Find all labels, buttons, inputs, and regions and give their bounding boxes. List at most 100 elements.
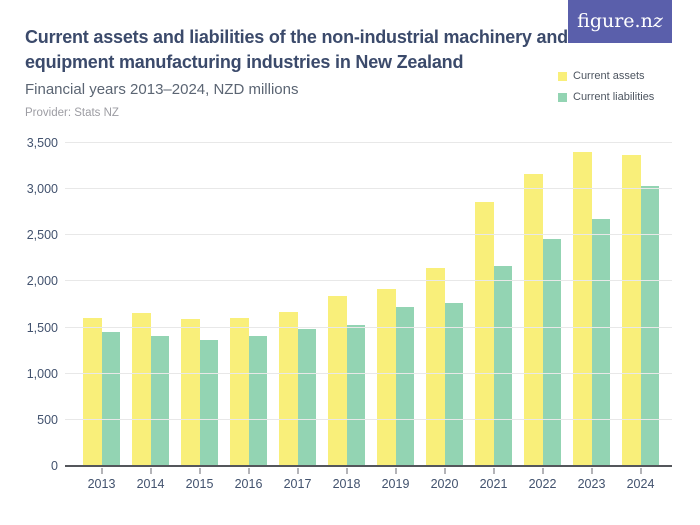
x-axis-cell: 2019 bbox=[377, 468, 414, 491]
assets-bar-2024 bbox=[622, 155, 641, 466]
x-axis-tick bbox=[149, 468, 152, 474]
y-axis-label: 1,000 bbox=[26, 366, 58, 381]
y-axis-label: 500 bbox=[37, 412, 58, 427]
liabilities-bar-2020 bbox=[444, 302, 463, 466]
bar-group-2015 bbox=[181, 319, 218, 466]
legend-label: Current liabilities bbox=[573, 91, 655, 103]
logo-text: figure.n bbox=[577, 10, 653, 32]
gridline bbox=[65, 234, 672, 236]
x-axis-cell: 2024 bbox=[622, 468, 659, 491]
legend-item: Current assets bbox=[558, 70, 654, 82]
x-axis-cell: 2014 bbox=[132, 468, 169, 491]
x-axis-tick bbox=[100, 468, 103, 474]
x-axis-label: 2021 bbox=[479, 477, 508, 491]
x-axis-cell: 2015 bbox=[181, 468, 218, 491]
assets-bar-2019 bbox=[377, 288, 396, 466]
assets-bar-2014 bbox=[132, 312, 151, 466]
x-axis-label: 2017 bbox=[283, 477, 312, 491]
liabilities-bar-2018 bbox=[346, 324, 365, 466]
x-axis-tick bbox=[639, 468, 642, 474]
bar-group-2022 bbox=[524, 174, 561, 466]
y-axis-label: 3,500 bbox=[26, 136, 58, 150]
x-axis-cell: 2013 bbox=[83, 468, 120, 491]
assets-bar-2018 bbox=[328, 296, 347, 466]
x-axis-cell: 2022 bbox=[524, 468, 561, 491]
legend-label: Current assets bbox=[573, 70, 645, 82]
x-axis-tick bbox=[247, 468, 250, 474]
assets-bar-2015 bbox=[181, 319, 200, 466]
gridline bbox=[65, 188, 672, 190]
y-axis-label: 0 bbox=[51, 459, 58, 473]
gridline bbox=[65, 142, 672, 143]
x-axis-label: 2016 bbox=[234, 477, 263, 491]
liabilities-bar-2017 bbox=[297, 328, 316, 466]
x-axis-cell: 2018 bbox=[328, 468, 365, 491]
x-axis-label: 2018 bbox=[332, 477, 361, 491]
assets-bar-2017 bbox=[279, 311, 298, 466]
liabilities-bar-2021 bbox=[493, 265, 512, 466]
bar-group-2014 bbox=[132, 312, 169, 466]
gridline bbox=[65, 280, 672, 282]
x-axis-tick bbox=[541, 468, 544, 474]
legend-item: Current liabilities bbox=[558, 91, 654, 103]
gridline bbox=[65, 372, 672, 374]
liabilities-bar-2015 bbox=[199, 339, 218, 466]
bar-group-2013 bbox=[83, 318, 120, 466]
assets-bar-2023 bbox=[573, 152, 592, 466]
x-axis-label: 2019 bbox=[381, 477, 410, 491]
assets-bar-2020 bbox=[426, 267, 445, 466]
gridline bbox=[65, 326, 672, 328]
x-axis-label: 2013 bbox=[87, 477, 116, 491]
x-axis-tick bbox=[296, 468, 299, 474]
legend-swatch-icon bbox=[558, 92, 567, 102]
x-axis-cell: 2020 bbox=[426, 468, 463, 491]
x-axis-line bbox=[65, 465, 672, 467]
assets-bar-2021 bbox=[475, 202, 494, 466]
x-axis-label: 2014 bbox=[136, 477, 165, 491]
x-axis-labels: 2013 2014 2015 2016 2017 2018 2019 2020 2021 2022… bbox=[83, 468, 659, 491]
bar-group-2016 bbox=[230, 318, 267, 466]
x-axis-label: 2022 bbox=[528, 477, 557, 491]
x-axis-tick bbox=[590, 468, 593, 474]
y-axis-label: 3,000 bbox=[26, 182, 58, 197]
x-axis-tick bbox=[492, 468, 495, 474]
x-axis-cell: 2023 bbox=[573, 468, 610, 491]
assets-bar-2022 bbox=[524, 174, 543, 466]
x-axis-tick bbox=[345, 468, 348, 474]
plot-area bbox=[65, 142, 672, 467]
x-axis-label: 2015 bbox=[185, 477, 214, 491]
x-axis-label: 2023 bbox=[577, 477, 606, 491]
provider-attribution: Provider: Stats NZ bbox=[25, 107, 119, 119]
liabilities-bar-2013 bbox=[101, 331, 120, 466]
assets-bar-2013 bbox=[83, 318, 102, 466]
legend-swatch-icon bbox=[558, 71, 567, 81]
gridline bbox=[65, 418, 672, 420]
bar-group-2021 bbox=[475, 202, 512, 466]
liabilities-bar-2023 bbox=[591, 218, 610, 466]
x-axis-cell: 2016 bbox=[230, 468, 267, 491]
chart-legend: Current assets Current liabilities bbox=[558, 70, 654, 112]
liabilities-bar-2022 bbox=[542, 239, 561, 466]
liabilities-bar-2014 bbox=[150, 335, 169, 466]
x-axis-cell: 2021 bbox=[475, 468, 512, 491]
chart-subtitle: Financial years 2013–2024, NZD millions bbox=[25, 81, 299, 98]
y-axis-label: 2,000 bbox=[26, 274, 58, 289]
page-title: Current assets and liabilities of the no… bbox=[25, 27, 568, 72]
x-axis-tick bbox=[443, 468, 446, 474]
bar-group-2019 bbox=[377, 288, 414, 466]
x-axis-label: 2024 bbox=[626, 477, 655, 491]
x-axis-cell: 2017 bbox=[279, 468, 316, 491]
bar-group-2020 bbox=[426, 267, 463, 466]
x-axis-tick bbox=[198, 468, 201, 474]
liabilities-bar-2024 bbox=[640, 185, 659, 466]
x-axis-tick bbox=[394, 468, 397, 474]
liabilities-bar-2019 bbox=[395, 307, 414, 466]
x-axis-label: 2020 bbox=[430, 477, 459, 491]
logo-text-swash: z bbox=[652, 10, 663, 32]
bar-group-2024 bbox=[622, 155, 659, 466]
bar-group-2017 bbox=[279, 311, 316, 466]
y-axis-label: 1,500 bbox=[26, 320, 58, 335]
figure-nz-logo[interactable]: figure.nz bbox=[568, 0, 672, 43]
y-axis-label: 2,500 bbox=[26, 228, 58, 243]
bar-groups bbox=[83, 143, 659, 466]
